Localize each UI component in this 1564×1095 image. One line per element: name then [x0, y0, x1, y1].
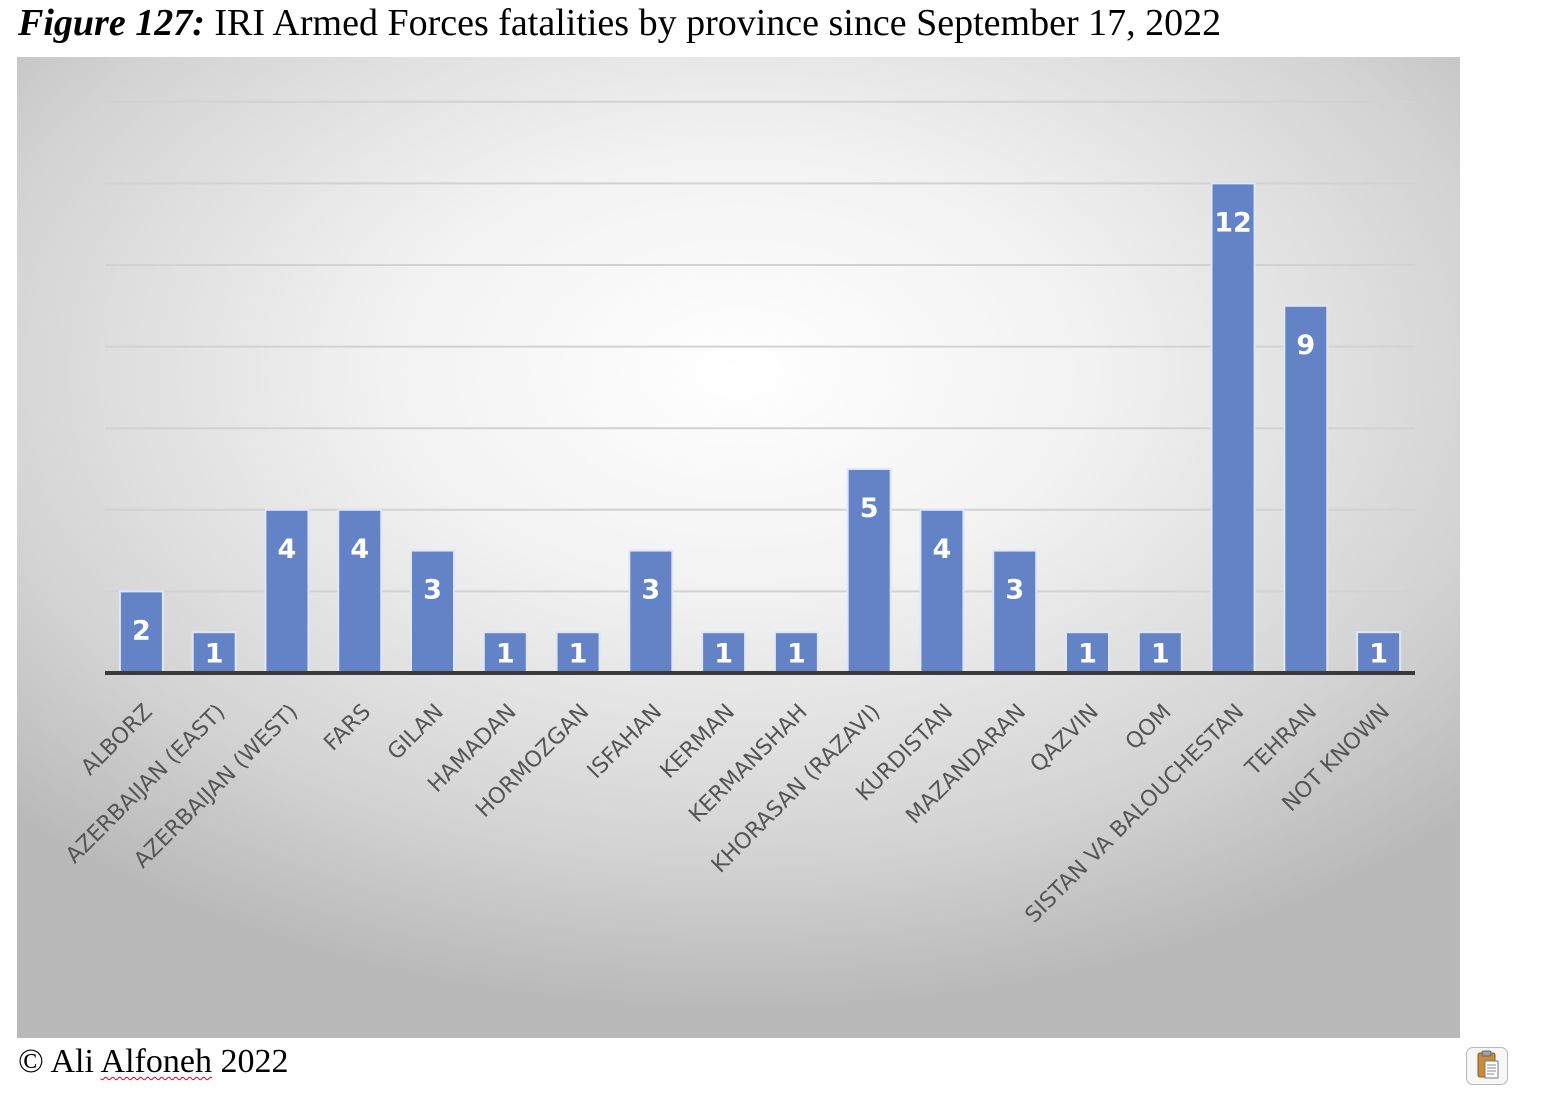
data-label: 1 [787, 639, 806, 670]
gridlines [105, 100, 1415, 593]
bar [1356, 631, 1402, 675]
data-label: 3 [641, 575, 660, 606]
bar [628, 549, 674, 675]
bar [410, 549, 455, 675]
chart-panel: 2 1 4 4 3 1 1 3 1 1 5 4 3 1 1 12 9 1 ALBORZ AZERBAIJAN (EA… [17, 57, 1460, 1038]
data-label: 3 [423, 575, 442, 606]
bar [846, 468, 892, 674]
data-label: 4 [933, 534, 952, 565]
data-label: 1 [1078, 639, 1097, 670]
category-tick-label: ISFAHAN [583, 700, 667, 784]
bar [1210, 182, 1256, 675]
data-label: 1 [569, 639, 588, 670]
data-label: 1 [205, 639, 224, 670]
clipboard-icon[interactable] [1466, 1047, 1508, 1085]
bar [1283, 304, 1329, 675]
category-tick-label: QAZVIN [1026, 700, 1104, 778]
copyright-notice: © Ali Alfoneh 2022 [18, 1043, 288, 1081]
clipboard-glyph [1477, 1050, 1499, 1079]
bars [118, 182, 1402, 675]
bar [1065, 631, 1110, 675]
data-label: 1 [496, 639, 515, 670]
data-label: 1 [1369, 639, 1388, 670]
bar [773, 631, 819, 675]
category-tick-label: FARS [319, 700, 376, 757]
copyright-year: 2022 [211, 1043, 289, 1080]
data-label: 1 [1151, 639, 1170, 670]
figure-label: Figure 127: [18, 2, 205, 44]
bar [919, 508, 965, 674]
data-label: 5 [860, 493, 879, 524]
data-labels: 2 1 4 4 3 1 1 3 1 1 5 4 3 1 1 12 9 1 [132, 207, 1388, 669]
data-label: 2 [132, 615, 151, 646]
data-label: 4 [350, 534, 369, 565]
bar [482, 631, 528, 675]
figure-title: Figure 127: IRI Armed Forces fatalities … [18, 2, 1558, 46]
figure-title-text: IRI Armed Forces fatalities by province … [214, 2, 1222, 44]
category-tick-label: GILAN [383, 700, 449, 766]
data-label: 9 [1296, 330, 1315, 361]
data-label: 12 [1214, 207, 1252, 238]
data-label: 4 [278, 534, 297, 565]
bar [992, 549, 1038, 675]
data-label: 1 [714, 639, 733, 670]
category-tick-label: QOM [1121, 700, 1177, 756]
copyright-prefix: © Ali [18, 1043, 101, 1080]
bar [191, 631, 237, 675]
data-label: 3 [1005, 575, 1024, 606]
bar [264, 508, 310, 674]
bar [1137, 631, 1183, 675]
copyright-name: Alfoneh [100, 1043, 212, 1080]
